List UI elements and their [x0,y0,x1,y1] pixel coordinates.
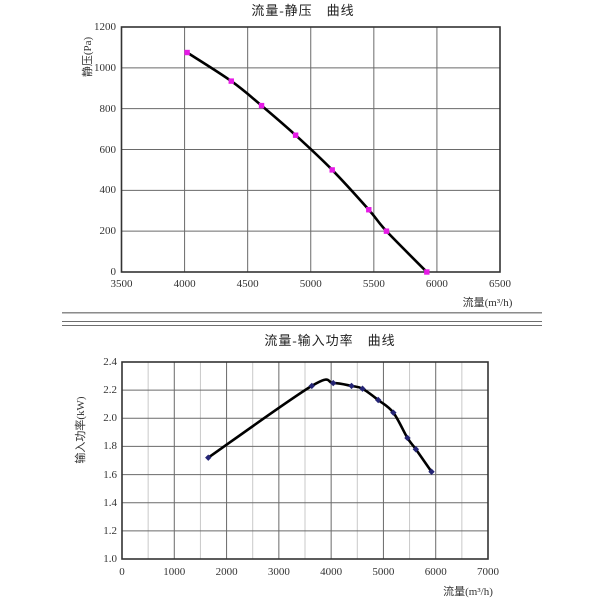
separator-rule-top [62,312,542,314]
data-point-marker [359,385,366,392]
plot-border [120,26,501,273]
chart2-x-axis-label: 流量(m³/h) [443,586,493,598]
curve-line [206,378,433,474]
data-point-marker [428,468,435,475]
plot-border [121,361,489,560]
chart2-y-axis-label: 输入功率(kW) [75,396,87,464]
data-point-marker [308,382,315,390]
data-point-marker [375,396,382,404]
data-point-marker [228,78,234,84]
data-point-marker [424,269,430,275]
data-point-marker [412,446,420,453]
data-point-marker [258,102,265,109]
x-tick-label: 0 [119,566,125,578]
data-point-marker [330,379,337,387]
x-tick-label: 4500 [236,278,259,290]
x-tick-label: 7000 [477,566,499,578]
data-point-marker [292,132,299,138]
x-tick-label: 2000 [215,566,238,578]
x-tick-label: 3000 [267,566,290,578]
data-point-marker [383,228,390,234]
y-tick-label: 600 [99,143,117,156]
y-tick-label: 1.0 [103,553,117,565]
x-tick-label: 6000 [425,278,448,290]
y-tick-label: 200 [99,225,117,238]
chart2-title: 流量-输入功率 曲线 [264,333,396,348]
data-point-marker [390,409,397,416]
y-tick-label: 1000 [94,61,116,74]
y-tick-label: 1.4 [103,496,117,509]
x-tick-label: 6500 [489,278,511,290]
chart1-x-axis-label: 流量(m³/h) [462,297,513,309]
y-tick-label: 0 [110,266,117,278]
x-tick-label: 1000 [163,566,186,578]
x-tick-label: 5000 [372,566,395,578]
data-point-marker [184,49,190,56]
x-tick-label: 6000 [424,566,447,578]
data-point-marker [205,454,212,461]
y-tick-label: 1200 [94,21,116,33]
data-point-marker [404,434,411,442]
data-point-marker [348,382,355,390]
separator-rule-bottom [62,321,542,326]
x-tick-label: 3500 [110,278,133,290]
y-tick-label: 2.2 [103,384,117,397]
y-tick-label: 1.2 [103,524,117,537]
x-tick-label: 5000 [299,278,322,290]
curve-line [185,51,429,274]
y-tick-label: 400 [99,184,117,197]
y-tick-label: 1.6 [103,468,117,481]
x-tick-label: 4000 [320,566,343,578]
x-tick-label: 4000 [173,278,196,290]
y-tick-label: 2.4 [103,356,117,368]
data-point-marker [329,167,335,173]
y-tick-label: 800 [99,102,117,115]
data-point-marker [366,207,372,213]
y-tick-label: 2.0 [103,412,117,425]
x-tick-label: 5500 [362,278,385,290]
chart1-title: 流量-静压 曲线 [251,3,355,18]
y-tick-label: 1.8 [103,440,117,453]
